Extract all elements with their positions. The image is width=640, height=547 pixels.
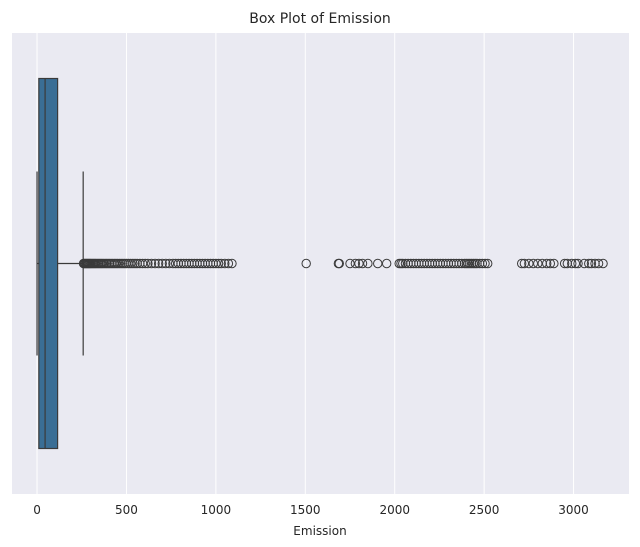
outlier-point	[130, 258, 140, 269]
outlier-point	[528, 258, 539, 269]
outlier-point	[586, 258, 597, 269]
outlier-point	[301, 258, 311, 269]
outlier-point	[223, 258, 234, 269]
outlier-point	[363, 258, 373, 269]
outlier-point	[334, 258, 344, 269]
x-tick-label: 0	[33, 503, 41, 517]
outlier-point	[477, 258, 488, 269]
outlier-point	[584, 258, 594, 269]
x-tick-label: 1000	[201, 503, 232, 517]
outlier-point	[137, 258, 148, 269]
outlier-point	[542, 258, 552, 269]
outlier-point	[567, 258, 577, 269]
outlier-point	[593, 258, 604, 269]
x-tick-label: 3000	[558, 503, 589, 517]
outlier-point	[150, 258, 160, 269]
outlier-point	[140, 258, 150, 269]
outlier-point	[454, 258, 464, 269]
outlier-point	[227, 258, 237, 269]
outlier-point	[213, 258, 224, 269]
outlier-point	[579, 258, 589, 269]
outlier-point	[559, 258, 570, 269]
outlier-point	[157, 258, 167, 269]
outlier-point	[533, 258, 543, 269]
outlier-point	[373, 258, 383, 269]
outlier-point	[549, 258, 559, 269]
outlier-point	[345, 258, 355, 269]
outlier-point	[516, 258, 527, 269]
x-axis-label: Emission	[293, 524, 346, 538]
outlier-point	[153, 258, 164, 269]
chart-title: Box Plot of Emission	[249, 11, 391, 27]
outlier-point	[126, 258, 136, 269]
outlier-point	[357, 258, 368, 269]
outlier-point	[545, 258, 556, 269]
outlier-point	[524, 258, 534, 269]
outlier-point	[216, 258, 226, 269]
outlier-points	[78, 258, 608, 269]
outlier-point	[128, 258, 138, 269]
outlier-point	[381, 258, 392, 269]
iqr-box	[38, 77, 59, 450]
x-tick-label: 2000	[379, 503, 410, 517]
x-tick-label: 2500	[469, 503, 500, 517]
x-axis-ticks: 0 500 1000 1500 2000 2500 3000	[33, 503, 589, 517]
outlier-point	[573, 258, 583, 269]
x-tick-label: 500	[115, 503, 138, 517]
outlier-point	[480, 258, 490, 269]
outlier-point	[354, 258, 364, 269]
outlier-point	[143, 258, 153, 269]
outlier-point	[164, 258, 175, 269]
outlier-point	[146, 258, 157, 269]
x-tick-label: 1500	[290, 503, 321, 517]
outlier-point	[519, 258, 530, 269]
outlier-point	[211, 258, 221, 269]
outlier-point	[220, 258, 230, 269]
outlier-point	[350, 258, 361, 269]
outlier-point	[483, 258, 493, 269]
plot-background	[12, 33, 629, 494]
outlier-point	[161, 258, 171, 269]
box-series	[36, 77, 84, 450]
outlier-point	[570, 258, 581, 269]
outlier-point	[598, 258, 608, 269]
